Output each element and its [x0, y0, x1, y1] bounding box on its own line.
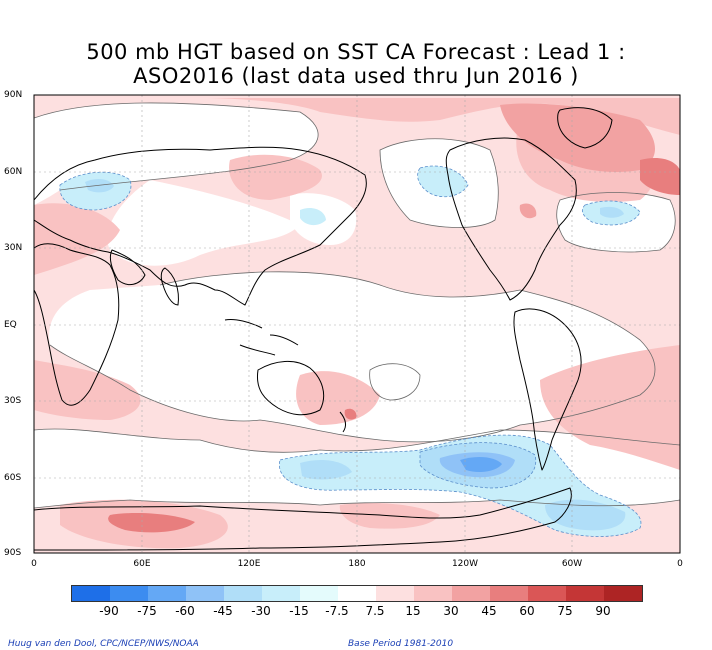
negative-region	[460, 456, 502, 472]
negative-region	[600, 206, 624, 218]
zero-region	[107, 180, 300, 266]
map-title-line1: 500 mb HGT based on SST CA Forecast : Le…	[86, 40, 626, 64]
negative-region	[417, 165, 468, 197]
positive-45-60-region	[640, 158, 680, 195]
color-bar-swatch	[566, 586, 604, 601]
color-bar-swatch	[262, 586, 300, 601]
negative-region	[85, 178, 114, 193]
positive-45-60-region	[108, 512, 195, 533]
coastlines	[34, 107, 613, 551]
positive-15-30-region	[540, 345, 680, 470]
color-bar-label: 7.5	[365, 604, 385, 618]
color-bar	[71, 585, 643, 602]
color-bar-label: -75	[137, 604, 157, 618]
positive-15-30-region	[34, 203, 120, 275]
color-bar-label: 75	[557, 604, 573, 618]
color-bar-label: -90	[99, 604, 119, 618]
negative-region	[300, 208, 326, 226]
zero-region	[49, 271, 656, 442]
map-title-line2: ASO2016 (last data used thru Jun 2016 )	[133, 64, 579, 88]
negative-region	[545, 499, 626, 531]
lon-label-120e: 120E	[237, 559, 261, 569]
grid-lines	[34, 95, 680, 553]
color-bar-swatch	[604, 586, 642, 601]
color-bar-swatch	[338, 586, 376, 601]
color-bar-label: -45	[213, 604, 233, 618]
color-bar-swatch	[490, 586, 528, 601]
map-frame	[33, 94, 681, 554]
lat-label-30s: 30S	[4, 396, 22, 406]
positive-30-45-region	[500, 103, 655, 172]
color-bar-label: 15	[405, 604, 421, 618]
lon-label-120w: 120W	[451, 559, 479, 569]
color-bar-label: 30	[443, 604, 459, 618]
contour-lines	[34, 102, 680, 509]
color-bar-swatch	[148, 586, 186, 601]
color-bar-swatch	[414, 586, 452, 601]
positive-15-30-region	[34, 360, 141, 420]
color-bar-swatch	[300, 586, 338, 601]
color-bar-swatch	[376, 586, 414, 601]
credit-base-period: Base Period 1981-2010	[348, 639, 454, 649]
color-bar-swatch	[528, 586, 566, 601]
lat-label-60n: 60N	[4, 167, 23, 177]
color-bar-label: -15	[289, 604, 309, 618]
color-bar-swatch	[224, 586, 262, 601]
positive-15-30-region	[229, 154, 322, 200]
color-bar-label: 45	[481, 604, 497, 618]
map-field	[34, 95, 680, 553]
lon-label-60e: 60E	[133, 559, 151, 569]
zero-region	[369, 363, 420, 400]
lon-label-0-east: 0	[677, 559, 683, 569]
lat-label-60s: 60S	[4, 473, 22, 483]
lat-label-90n: 90N	[4, 90, 23, 100]
color-bar-swatch	[72, 586, 110, 601]
lon-label-60w: 60W	[561, 559, 583, 569]
lon-label-0: 0	[31, 559, 37, 569]
positive-45-60-region	[344, 408, 357, 420]
lat-label-90s: 90S	[4, 548, 22, 558]
color-bar-label: -60	[175, 604, 195, 618]
lat-label-eq: EQ	[4, 320, 17, 330]
positive-30-45-region	[519, 203, 537, 219]
credit-author: Huug van den Dool, CPC/NCEP/NWS/NOAA	[8, 639, 199, 649]
color-bar-swatch	[186, 586, 224, 601]
color-bar-label: 60	[519, 604, 535, 618]
negative-contour-lines	[59, 165, 642, 537]
color-bar-label: -30	[251, 604, 271, 618]
color-bar-label: 90	[595, 604, 611, 618]
lat-label-30n: 30N	[4, 243, 23, 253]
color-bar-label: -7.5	[325, 604, 349, 618]
lon-label-180: 180	[348, 559, 366, 569]
negative-region	[300, 460, 352, 480]
color-bar-swatch	[452, 586, 490, 601]
color-bar-swatch	[110, 586, 148, 601]
